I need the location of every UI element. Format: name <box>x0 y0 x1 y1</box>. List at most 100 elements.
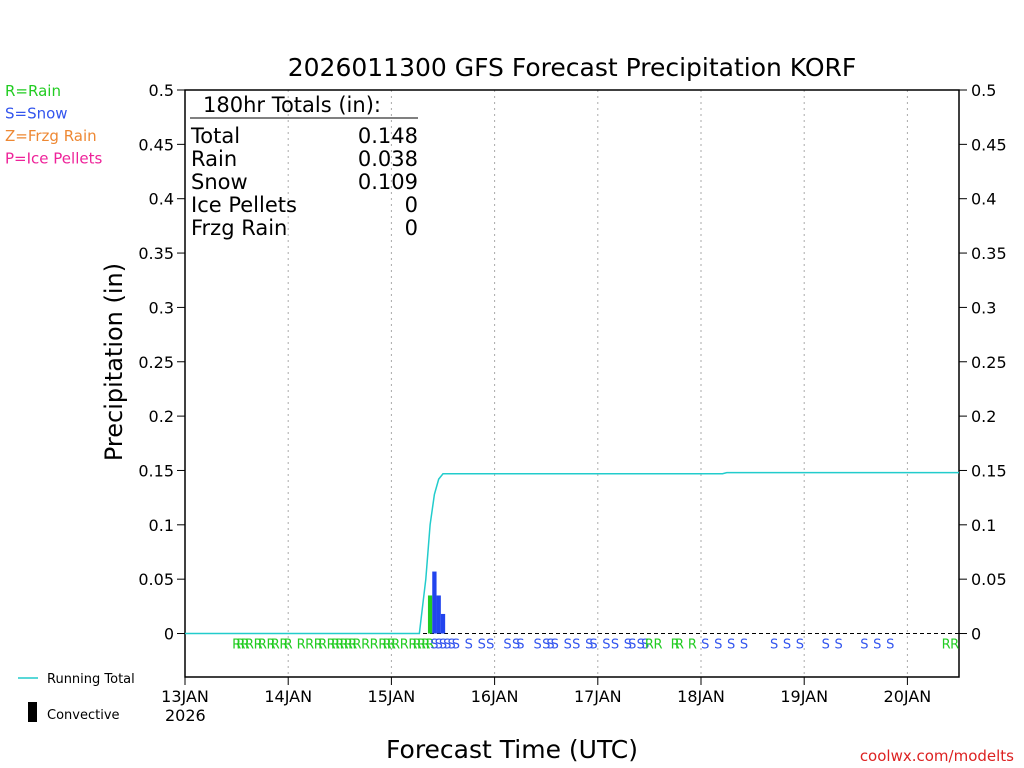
ptype-marker-rain: R <box>279 638 288 653</box>
ptype-marker-snow: S <box>546 638 554 653</box>
ptype-marker-rain: R <box>361 638 370 653</box>
ptype-marker-snow: S <box>533 638 541 653</box>
ptype-marker-rain: R <box>327 638 336 653</box>
chart-title: 2026011300 GFS Forecast Precipitation KO… <box>288 53 857 82</box>
ptype-marker-rain: R <box>271 638 280 653</box>
ptype-marker-rain: R <box>348 638 357 653</box>
ptype-marker-rain: R <box>378 638 387 653</box>
y-tick-label-right: 0.5 <box>971 81 996 100</box>
precip-bar-snow <box>440 613 446 634</box>
ptype-marker-snow: S <box>551 638 559 653</box>
ptype-marker-rain: R <box>245 638 254 653</box>
running-total-line <box>185 471 959 635</box>
ptype-marker-rain: R <box>413 638 422 653</box>
ptype-marker-rain: R <box>340 638 349 653</box>
convective-legend-swatch <box>28 702 37 722</box>
ptype-marker-rain: R <box>344 638 353 653</box>
ptype-marker-rain: R <box>408 638 417 653</box>
ptype-marker-snow: S <box>783 638 791 653</box>
y-tick-label-right: 0.45 <box>971 135 1007 154</box>
ptype-marker-rain: R <box>942 638 951 653</box>
ptype-marker-rain: R <box>318 638 327 653</box>
ptype-marker-snow: S <box>478 638 486 653</box>
x-tick-label: 16JAN <box>471 687 519 706</box>
ptype-legend-item: S=Snow <box>5 105 68 123</box>
ptype-marker-rain: R <box>950 638 959 653</box>
ptype-marker-snow: S <box>589 638 597 653</box>
ptype-marker-rain: R <box>645 638 654 653</box>
ptype-marker-rain: R <box>688 638 697 653</box>
ptype-marker-snow: S <box>611 638 619 653</box>
ptype-marker-rain: R <box>653 638 662 653</box>
precip-bar-snow <box>432 571 437 634</box>
plot-frame <box>184 89 960 678</box>
ptype-marker-snow: S <box>443 638 451 653</box>
ptype-marker-rain: R <box>391 638 400 653</box>
precip-bars <box>427 571 446 634</box>
x-tick-label: 17JAN <box>574 687 622 706</box>
y-tick-label-right: 0.2 <box>971 407 996 426</box>
ptype-marker-snow: S <box>516 638 524 653</box>
totals-row-label: Frzg Rain <box>191 216 287 240</box>
ptype-marker-snow: S <box>628 638 636 653</box>
x-tick-label: 18JAN <box>677 687 725 706</box>
y-tick-label: 0.35 <box>138 244 174 263</box>
ptype-marker-rain: R <box>675 638 684 653</box>
ptype-marker-snow: S <box>572 638 580 653</box>
ptype-marker-snow: S <box>873 638 881 653</box>
ptype-legend-item: Z=Frzg Rain <box>5 127 97 145</box>
ptype-marker-snow: S <box>796 638 804 653</box>
ptype-marker-snow: S <box>435 638 443 653</box>
x-grid <box>287 90 908 677</box>
ptype-marker-rain: R <box>232 638 241 653</box>
ptype-marker-rain: R <box>671 638 680 653</box>
ptype-legend: R=Rain S=Snow Z=Frzg Rain P=Ice Pellets <box>5 82 102 168</box>
y-tick-label: 0.05 <box>138 570 174 589</box>
ptype-marker-rain: R <box>297 638 306 653</box>
ptype-marker-snow: S <box>486 638 494 653</box>
ptype-marker-snow: S <box>714 638 722 653</box>
ptype-marker-snow: S <box>465 638 473 653</box>
ptype-marker-rain: R <box>331 638 340 653</box>
ptype-marker-rain: R <box>254 638 263 653</box>
ptype-marker-rain: R <box>284 638 293 653</box>
ptype-marker-snow: S <box>822 638 830 653</box>
y-tick-label-right: 0.4 <box>971 190 996 209</box>
ptype-marker-rain: R <box>421 638 430 653</box>
y-tick-label-right: 0 <box>971 625 981 644</box>
totals-row-value: 0.038 <box>358 147 418 171</box>
ptype-marker-rain: R <box>383 638 392 653</box>
ptype-legend-item: P=Ice Pellets <box>5 150 102 168</box>
totals-row-value: 0 <box>405 193 418 217</box>
ptype-marker-snow: S <box>770 638 778 653</box>
y-tick-label: 0.25 <box>138 353 174 372</box>
ptype-marker-rain: R <box>305 638 314 653</box>
ptype-legend-item: R=Rain <box>5 82 61 100</box>
ptype-marker-rain: R <box>241 638 250 653</box>
totals-row-value: 0.148 <box>358 124 418 148</box>
x-axis: 13JAN 14JAN 15JAN 16JAN 17JAN 18JAN 19JAN 20JAN <box>161 677 931 706</box>
ptype-marker-snow: S <box>701 638 709 653</box>
y-tick-label-right: 0.3 <box>971 298 996 317</box>
y-tick-label-right: 0.05 <box>971 570 1007 589</box>
ptype-marker-snow: S <box>439 638 447 653</box>
ptype-marker-rain: R <box>352 638 361 653</box>
y-axis-title: Precipitation (in) <box>100 263 128 461</box>
y-axis-right: 0 0.05 0.1 0.15 0.2 0.25 0.3 0.35 0.4 0.45 0.5 <box>959 81 1007 644</box>
ptype-marker-snow: S <box>624 638 632 653</box>
ptype-marker-snow: S <box>452 638 460 653</box>
ptype-marker-snow: S <box>503 638 511 653</box>
ptype-marker-snow: S <box>834 638 842 653</box>
y-tick-label: 0.2 <box>149 407 174 426</box>
x-tick-label: 15JAN <box>368 687 416 706</box>
totals-heading: 180hr Totals (in): <box>203 93 381 117</box>
x-axis-title: Forecast Time (UTC) <box>386 735 638 764</box>
ptype-marker-snow: S <box>641 638 649 653</box>
bottom-legend: Running Total Convective <box>18 672 135 723</box>
precip-bar-rain <box>427 595 433 634</box>
ptype-marker-rain: R <box>335 638 344 653</box>
x-tick-label: 20JAN <box>884 687 932 706</box>
ptype-marker-rain: R <box>236 638 245 653</box>
y-axis-left: 0 0.05 0.1 0.15 0.2 0.25 0.3 0.35 0.4 0.45 0.5 <box>138 81 185 644</box>
